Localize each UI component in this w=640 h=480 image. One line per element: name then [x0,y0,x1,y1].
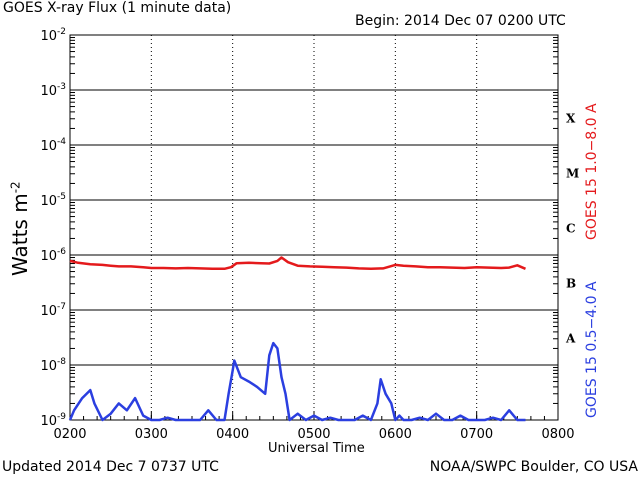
begin-time: Begin: 2014 Dec 07 0200 UTC [355,13,566,29]
y-axis-label-base: Watts m [8,193,32,276]
series-short-wavelength-line [68,341,526,422]
flare-class-label: M [566,167,579,181]
y-tick-label: 10-5 [40,192,66,209]
x-axis-label: Universal Time [268,441,365,456]
updated-time: Updated 2014 Dec 7 0737 UTC [2,459,219,475]
x-tick-label: 0400 [216,427,249,442]
x-tick-label: 0200 [53,427,86,442]
chart-title: GOES X-ray Flux (1 minute data) [3,0,232,16]
flare-class-label: C [566,222,576,236]
y-tick-label: 10-9 [40,412,66,429]
flare-class-label: B [566,277,576,291]
y-axis-label: Watts m-2 [8,181,32,276]
series-long-wavelength-line [69,256,526,271]
y-tick-label: 10-8 [40,357,66,374]
y-tick-label: 10-2 [40,27,66,44]
y-tick-label: 10-6 [40,247,66,264]
y-axis-label-exponent: -2 [8,181,23,194]
credit-text: NOAA/SWPC Boulder, CO USA [429,459,638,475]
x-tick-label: 0500 [297,427,330,442]
legend-short-wavelength: GOES 15 0.5−4.0 A [584,281,600,418]
y-tick-label: 10-3 [40,82,66,99]
y-tick-label: 10-4 [40,137,66,154]
legend-long-wavelength: GOES 15 1.0−8.0 A [584,103,600,240]
x-tick-label: 0300 [135,427,168,442]
x-tick-label: 0700 [460,427,493,442]
y-tick-label: 10-7 [40,302,66,319]
x-tick-label: 0800 [541,427,574,442]
x-tick-label: 0600 [379,427,412,442]
flare-class-label: A [565,332,576,346]
flare-class-label: X [566,112,576,126]
